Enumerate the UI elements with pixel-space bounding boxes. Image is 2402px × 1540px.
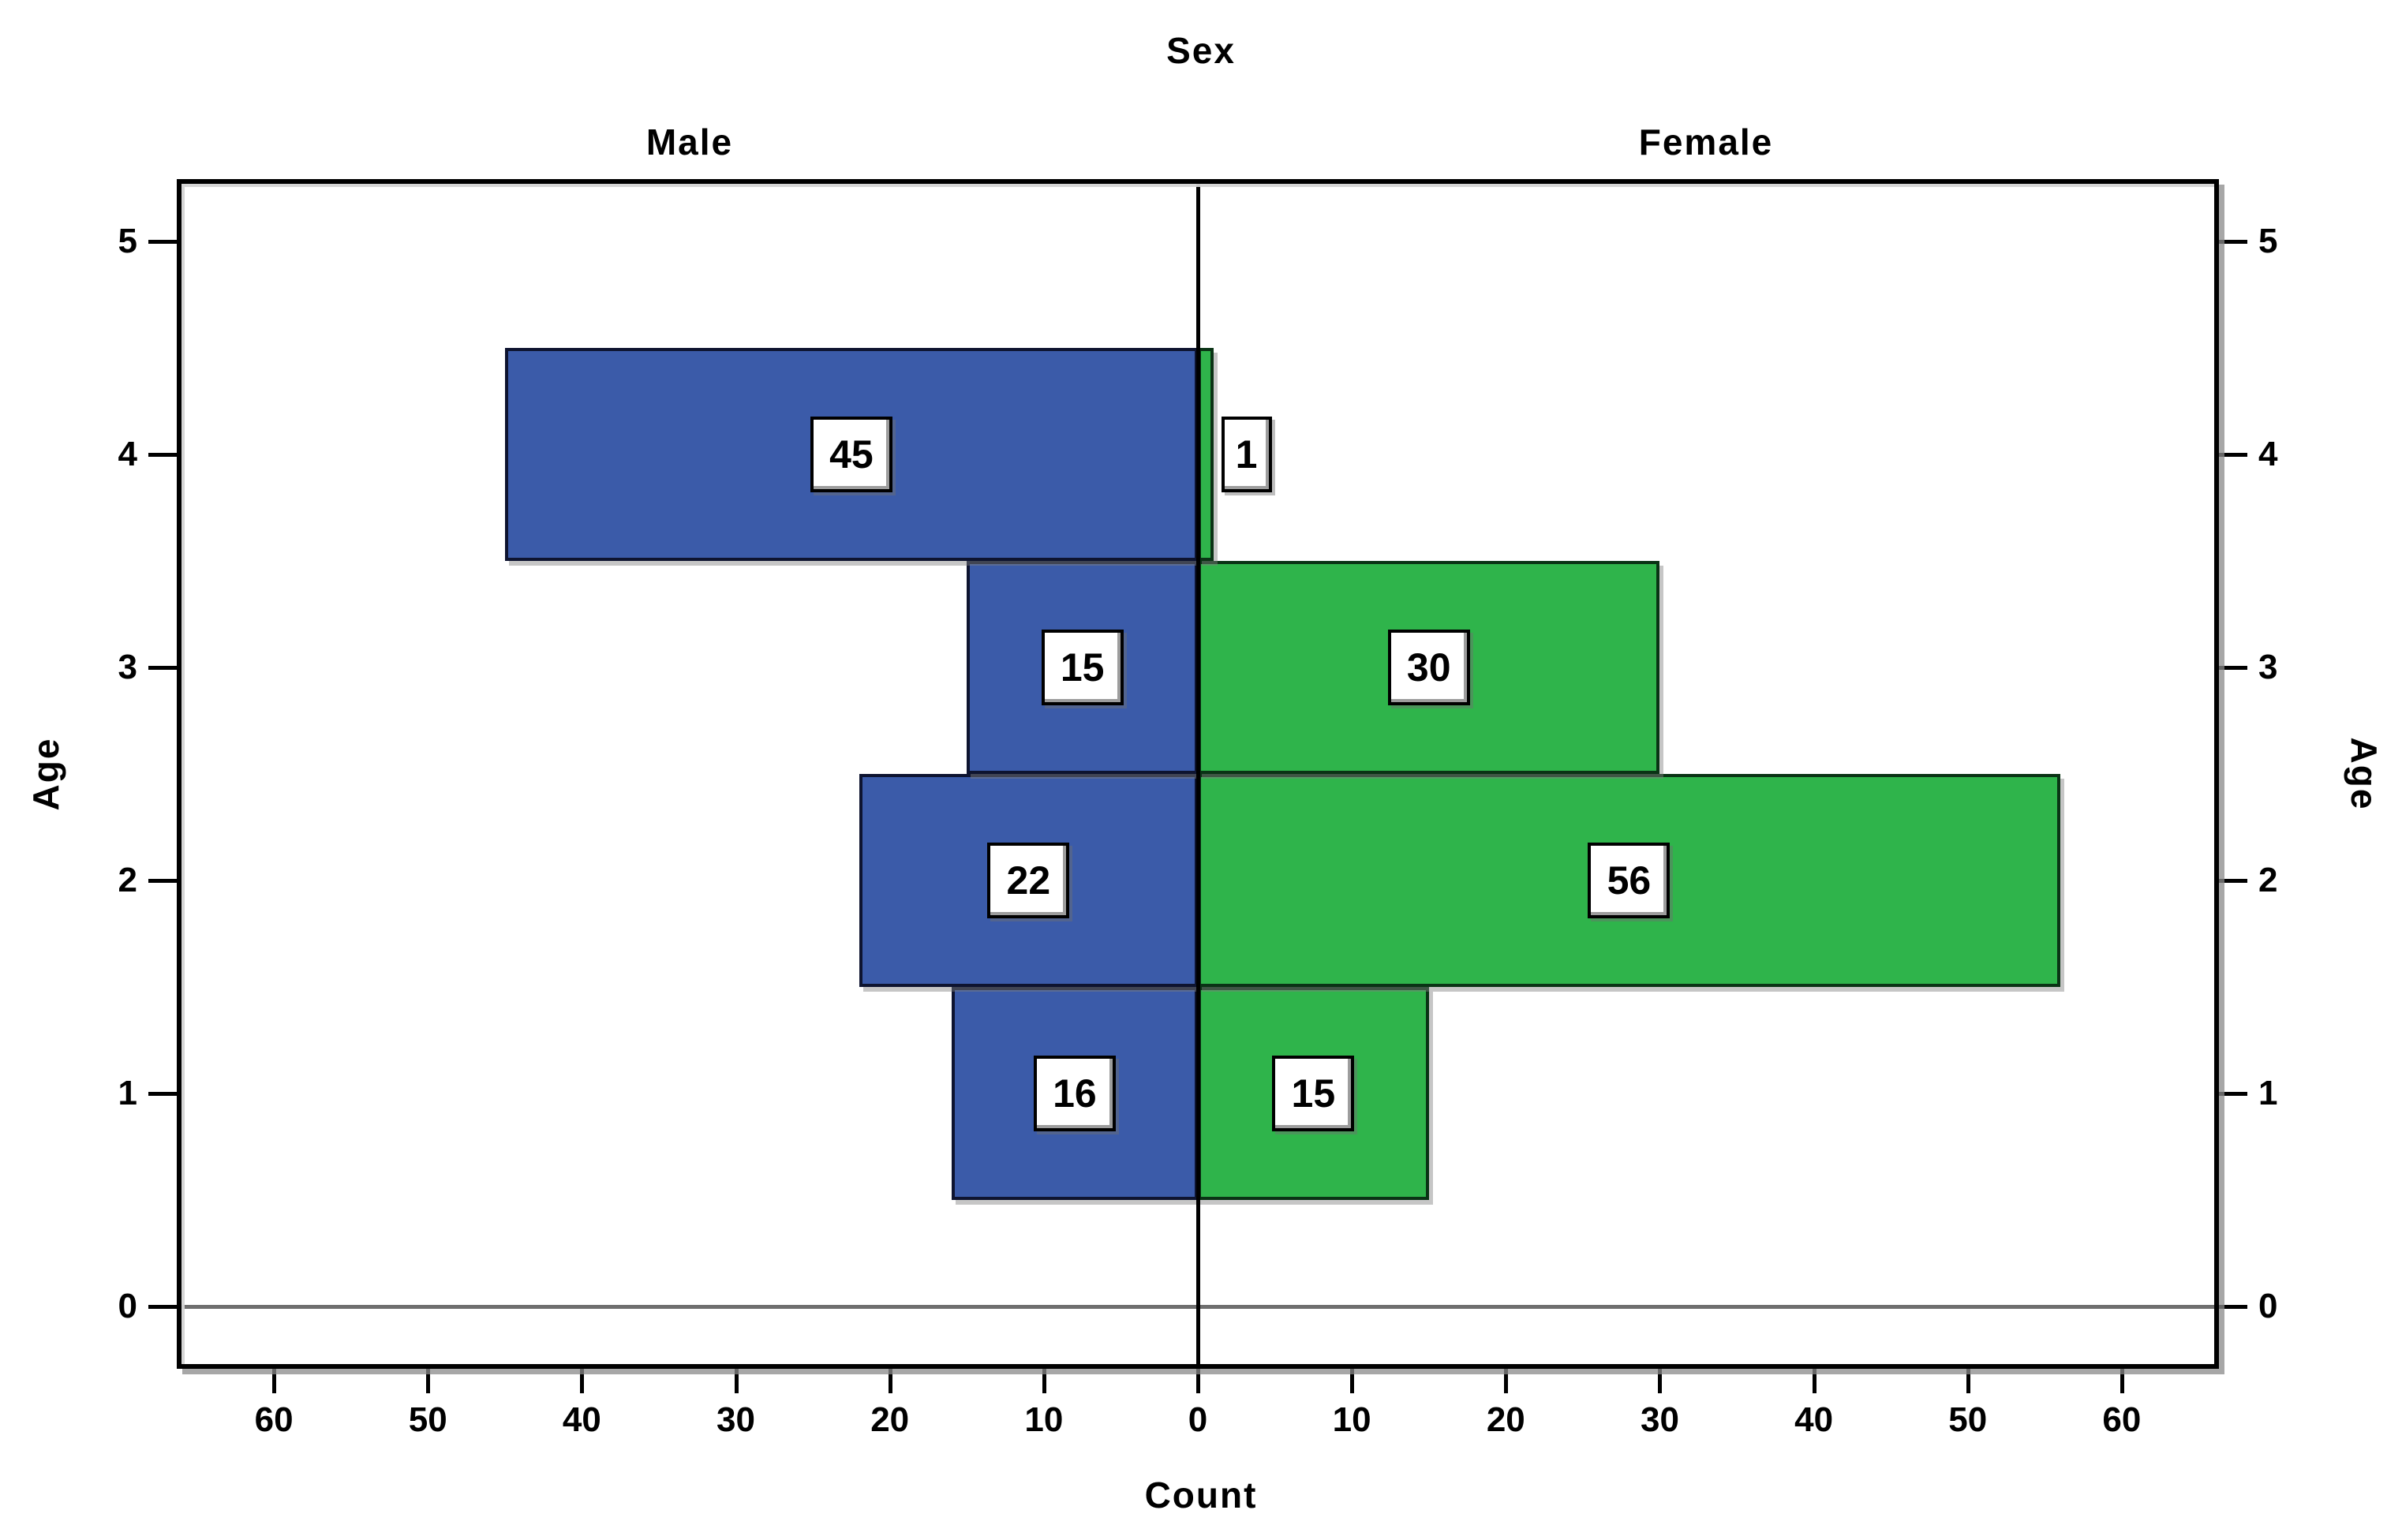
y-tick-label-left: 0 [118, 1287, 137, 1326]
panel-label-male: Male [645, 121, 734, 163]
x-tick-label: 50 [1948, 1400, 1988, 1439]
x-tick-label: 40 [562, 1400, 601, 1439]
y-tick-label-right: 5 [2258, 221, 2278, 260]
x-tick [2120, 1365, 2124, 1393]
x-tick-label: 30 [716, 1400, 756, 1439]
x-tick-label: 20 [870, 1400, 910, 1439]
x-tick [1196, 1365, 1200, 1393]
y-tick-label-left: 1 [118, 1074, 137, 1113]
x-axis-title-count: Count [1144, 1475, 1258, 1516]
y-tick-label-right: 0 [2258, 1287, 2278, 1326]
y-tick-label-right: 1 [2258, 1074, 2278, 1113]
y-axis-title-left: Age [25, 737, 66, 811]
y-tick-label-left: 4 [118, 434, 137, 473]
x-tick [580, 1365, 585, 1393]
x-tick [1658, 1365, 1663, 1393]
bar-label-male-age-3: 15 [1041, 629, 1124, 705]
x-tick-label: 20 [1486, 1400, 1525, 1439]
y-tick-right [2214, 1305, 2247, 1310]
y-tick-left [148, 239, 181, 244]
y-tick-right [2214, 879, 2247, 884]
bar-label-female-age-3: 30 [1387, 629, 1470, 705]
y-tick-right [2214, 239, 2247, 244]
y-tick-right [2214, 665, 2247, 670]
panel-label-female: Female [1638, 121, 1774, 163]
y-tick-left [148, 452, 181, 457]
bar-label-female-age-1: 15 [1272, 1056, 1355, 1132]
x-tick [1504, 1365, 1509, 1393]
x-tick [1042, 1365, 1046, 1393]
y-tick-label-left: 3 [118, 647, 137, 686]
x-tick [272, 1365, 277, 1393]
x-tick-label: 50 [408, 1400, 447, 1439]
x-tick-label: 10 [1024, 1400, 1064, 1439]
y-tick-right [2214, 452, 2247, 457]
center-divider [1196, 184, 1200, 1364]
y-tick-left [148, 665, 181, 670]
x-tick-label: 60 [254, 1400, 294, 1439]
bar-label-female-age-2: 56 [1588, 843, 1671, 919]
y-tick-label-left: 5 [118, 221, 137, 260]
x-tick [426, 1365, 431, 1393]
x-tick-label: 40 [1794, 1400, 1834, 1439]
y-axis-title-right: Age [2344, 737, 2385, 811]
y-tick-label-right: 4 [2258, 434, 2278, 473]
bar-label-male-age-2: 22 [987, 843, 1070, 919]
y-tick-right [2214, 1092, 2247, 1097]
y-tick-label-right: 3 [2258, 647, 2278, 686]
y-tick-left [148, 1092, 181, 1097]
chart-title: Sex [1166, 30, 1236, 71]
bar-label-male-age-4: 45 [810, 416, 892, 492]
x-tick [1350, 1365, 1355, 1393]
x-tick [1812, 1365, 1816, 1393]
y-tick-left [148, 1305, 181, 1310]
x-tick-label: 60 [2102, 1400, 2142, 1439]
x-tick [734, 1365, 739, 1393]
y-tick-label-left: 2 [118, 861, 137, 900]
x-tick [1966, 1365, 1970, 1393]
x-tick-label: 0 [1188, 1400, 1208, 1439]
x-tick [888, 1365, 892, 1393]
x-tick-label: 10 [1332, 1400, 1371, 1439]
y-tick-label-right: 2 [2258, 861, 2278, 900]
bar-label-female-age-4: 1 [1221, 416, 1272, 492]
x-tick-label: 30 [1640, 1400, 1679, 1439]
bar-label-male-age-1: 16 [1033, 1056, 1116, 1132]
y-tick-left [148, 879, 181, 884]
